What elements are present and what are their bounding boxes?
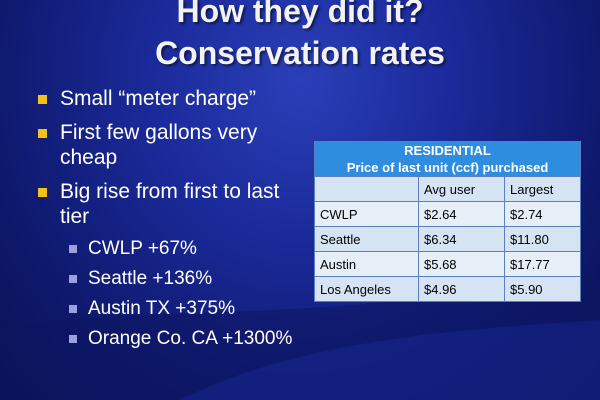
small-square-bullet-icon — [69, 305, 77, 313]
row-avg-user: $6.34 — [418, 226, 505, 252]
row-name: CWLP — [314, 201, 419, 227]
bullet-text: Big rise from first to last tier — [60, 180, 280, 228]
table-row: Seattle $6.34 $11.80 — [314, 226, 581, 252]
row-avg-user: $5.68 — [418, 251, 505, 277]
sub-bullet-item: Orange Co. CA +1300% — [36, 328, 306, 350]
price-table: RESIDENTIAL Price of last unit (ccf) pur… — [314, 141, 581, 302]
sub-bullet-item: Austin TX +375% — [36, 298, 306, 320]
table-column-header-row: Avg user Largest — [314, 176, 581, 202]
bullet-item: Big rise from first to last tier — [36, 179, 306, 229]
sub-bullet-text: Orange Co. CA +1300% — [88, 328, 293, 349]
small-square-bullet-icon — [69, 245, 77, 253]
slide-title-line1: How they did it? — [176, 0, 424, 29]
row-avg-user: $4.96 — [418, 276, 505, 302]
slide-title-line2: Conservation rates — [155, 35, 445, 71]
sub-bullet-text: CWLP +67% — [88, 238, 197, 259]
bullet-text: Small “meter charge” — [60, 87, 257, 110]
table-header: RESIDENTIAL Price of last unit (ccf) pur… — [314, 141, 581, 177]
bullet-item: First few gallons very cheap — [36, 120, 306, 170]
small-square-bullet-icon — [69, 275, 77, 283]
table-header-subtitle: Price of last unit (ccf) purchased — [346, 160, 549, 175]
bullet-item: Small “meter charge” — [36, 86, 306, 111]
row-largest: $17.77 — [504, 251, 581, 277]
sub-bullet-item: Seattle +136% — [36, 268, 306, 290]
row-largest: $11.80 — [504, 226, 581, 252]
column-header-avg-user: Avg user — [418, 176, 505, 202]
sub-bullet-text: Austin TX +375% — [88, 298, 235, 319]
bullet-list: Small “meter charge” First few gallons v… — [36, 86, 306, 358]
table-row: Los Angeles $4.96 $5.90 — [314, 276, 581, 302]
table-header-title: RESIDENTIAL — [404, 143, 491, 158]
row-name: Los Angeles — [314, 276, 419, 302]
row-name: Austin — [314, 251, 419, 277]
row-largest: $5.90 — [504, 276, 581, 302]
square-bullet-icon — [38, 188, 47, 197]
small-square-bullet-icon — [69, 335, 77, 343]
row-largest: $2.74 — [504, 201, 581, 227]
row-avg-user: $2.64 — [418, 201, 505, 227]
square-bullet-icon — [38, 95, 47, 104]
square-bullet-icon — [38, 129, 47, 138]
table-row: Austin $5.68 $17.77 — [314, 251, 581, 277]
row-name: Seattle — [314, 226, 419, 252]
column-header-largest: Largest — [504, 176, 581, 202]
table-row: CWLP $2.64 $2.74 — [314, 201, 581, 227]
column-header-empty — [314, 176, 419, 202]
sub-bullet-text: Seattle +136% — [88, 268, 213, 289]
sub-bullet-item: CWLP +67% — [36, 238, 306, 260]
bullet-text: First few gallons very cheap — [60, 121, 258, 169]
